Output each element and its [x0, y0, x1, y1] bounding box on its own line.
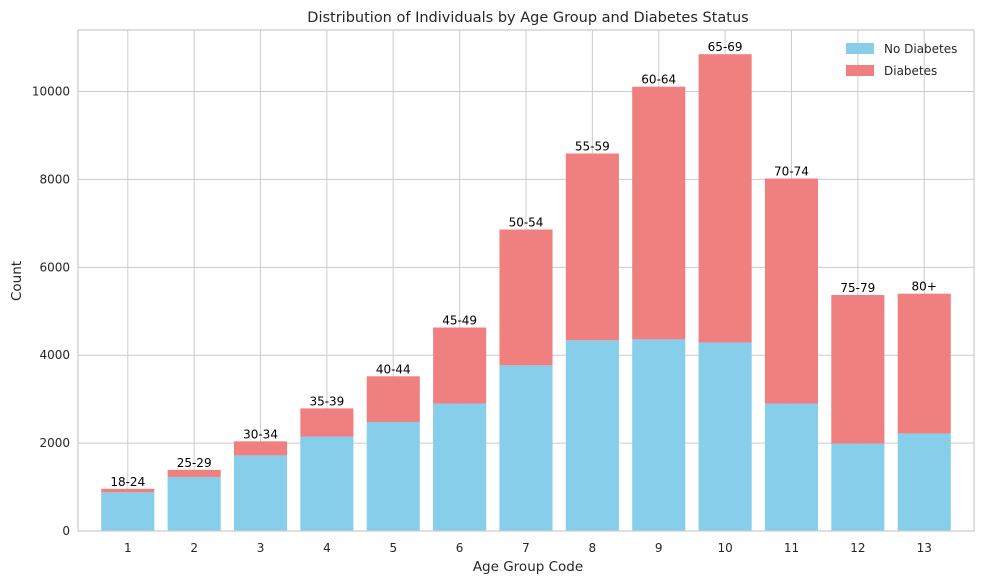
- bar-total-label: 65-69: [708, 40, 743, 54]
- bar-segment-no-diabetes: [300, 436, 354, 531]
- x-tick-label: 7: [522, 541, 530, 555]
- x-tick-label: 5: [389, 541, 397, 555]
- bar-segment-no-diabetes: [764, 403, 819, 531]
- bar-total-label: 80+: [912, 280, 937, 294]
- bar-segment-diabetes: [698, 54, 752, 343]
- y-tick-label: 2000: [39, 436, 70, 450]
- y-tick-label: 8000: [39, 172, 70, 186]
- bar-total-label: 40-44: [376, 362, 411, 376]
- x-tick-label: 13: [917, 541, 932, 555]
- y-tick-label: 6000: [39, 260, 70, 274]
- y-tick-label: 10000: [32, 85, 70, 99]
- legend-label-no-diabetes: No Diabetes: [884, 42, 957, 56]
- x-tick-label: 2: [190, 541, 198, 555]
- bar-segment-no-diabetes: [499, 365, 553, 531]
- legend: No Diabetes Diabetes: [846, 42, 957, 78]
- bar-total-label: 50-54: [509, 216, 544, 230]
- bar-segment-no-diabetes: [167, 476, 221, 531]
- bar-segment-diabetes: [366, 376, 420, 423]
- x-tick-label: 9: [655, 541, 663, 555]
- bar-segment-no-diabetes: [632, 339, 686, 531]
- bar-segment-diabetes: [831, 295, 885, 444]
- y-tick-label: 4000: [39, 348, 70, 362]
- bar-segment-diabetes: [300, 408, 354, 437]
- legend-label-diabetes: Diabetes: [884, 64, 937, 78]
- bar-segment-diabetes: [632, 86, 686, 340]
- bar-segment-no-diabetes: [366, 422, 420, 531]
- chart-title: Distribution of Individuals by Age Group…: [307, 10, 748, 26]
- bar-total-label: 55-59: [575, 139, 610, 153]
- bar-segment-no-diabetes: [831, 443, 885, 531]
- bar-total-label: 45-49: [442, 314, 477, 328]
- bar-segment-no-diabetes: [565, 340, 619, 531]
- x-tick-label: 3: [257, 541, 265, 555]
- bar-segment-diabetes: [565, 153, 619, 341]
- x-tick-label: 6: [456, 541, 464, 555]
- x-tick-label: 4: [323, 541, 331, 555]
- y-tick-label: 0: [62, 524, 70, 538]
- x-tick-label: 1: [124, 541, 132, 555]
- bar-segment-no-diabetes: [433, 403, 487, 531]
- bar-labels-layer: 18-24 25-29 30-34 35-39 40-44 45-49 50-54 55-59…: [110, 40, 937, 489]
- bar-total-label: 30-34: [243, 427, 278, 441]
- bar-segment-no-diabetes: [698, 342, 752, 531]
- y-axis-label: Count: [9, 261, 25, 301]
- bar-segment-diabetes: [433, 327, 487, 404]
- bar-segment-diabetes: [233, 441, 288, 456]
- x-axis-label: Age Group Code: [473, 559, 583, 575]
- bar-total-label: 60-64: [641, 73, 676, 87]
- bar-segment-no-diabetes: [101, 492, 155, 531]
- plot-frame: [77, 29, 975, 532]
- bar-segment-diabetes: [897, 293, 951, 434]
- bar-segment-diabetes: [764, 178, 819, 404]
- bar-segment-diabetes: [101, 488, 155, 493]
- legend-swatch-no-diabetes: [846, 43, 874, 54]
- x-tick-label: 10: [717, 541, 732, 555]
- x-tick-label: 8: [589, 541, 597, 555]
- bar-total-label: 75-79: [840, 281, 875, 295]
- bars-layer: [101, 54, 951, 531]
- bar-total-label: 35-39: [309, 394, 344, 408]
- bar-total-label: 18-24: [110, 475, 145, 489]
- bar-segment-diabetes: [499, 229, 553, 366]
- bar-total-label: 70-74: [774, 165, 809, 179]
- bar-total-label: 25-29: [177, 456, 212, 470]
- bar-segment-no-diabetes: [233, 455, 288, 531]
- x-tick-label: 11: [784, 541, 799, 555]
- bar-segment-no-diabetes: [897, 433, 951, 531]
- legend-swatch-diabetes: [846, 65, 874, 76]
- x-tick-label: 12: [850, 541, 865, 555]
- bar-segment-diabetes: [167, 469, 221, 477]
